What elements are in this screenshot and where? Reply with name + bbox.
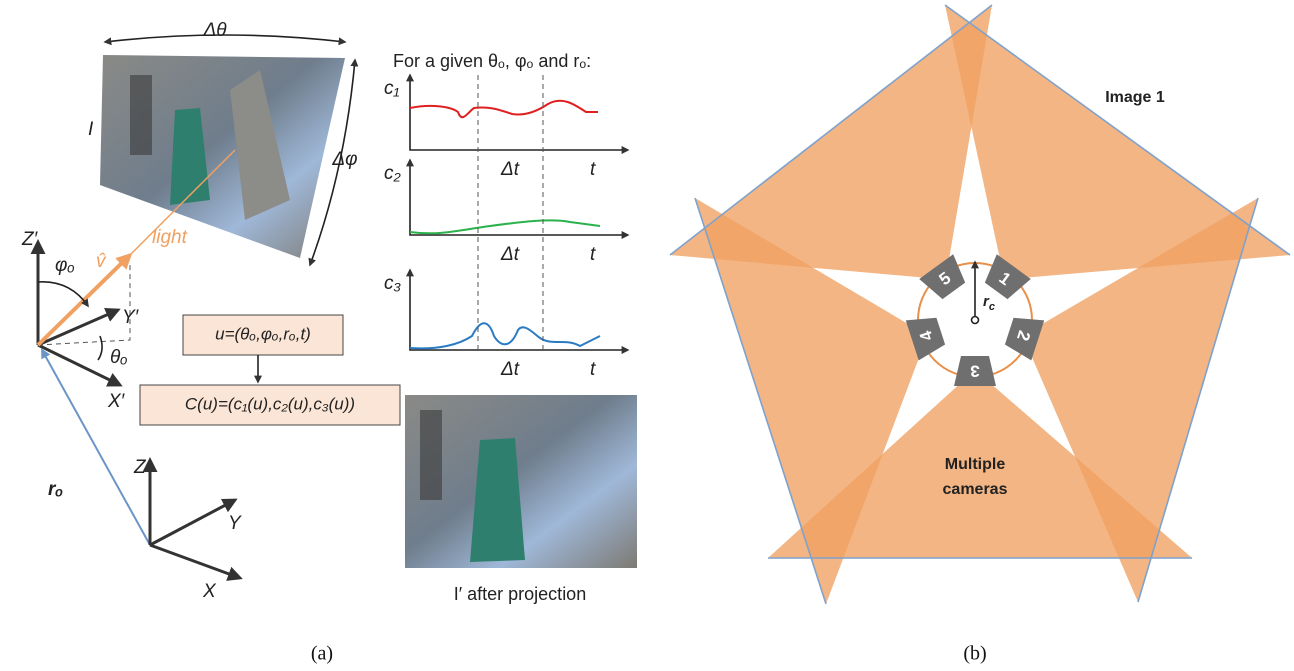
cameras-label: cameras xyxy=(943,481,1008,498)
signal-curve xyxy=(410,323,600,348)
t-label: t xyxy=(590,244,596,265)
x-prime-label: X′ xyxy=(107,391,126,412)
camera-number: 3 xyxy=(970,362,979,381)
image-label: I xyxy=(88,119,94,140)
phi-o-label: φₒ xyxy=(55,255,75,276)
delta-t-label: Δt xyxy=(500,159,520,180)
figure: Δθ Δφ I Z′ Y′ X′ φₒ θₒ light v̂ rₒ Z Y X… xyxy=(0,0,1294,671)
center-point xyxy=(972,317,979,324)
camera: 3 xyxy=(954,356,996,386)
z-prime-label: Z′ xyxy=(21,229,39,250)
u-box-text: u=(θₒ,φₒ,rₒ,t) xyxy=(215,324,311,343)
x-axis xyxy=(150,545,240,578)
projection-caption: I′ after projection xyxy=(454,584,586,604)
delta-theta-label: Δθ xyxy=(202,20,227,41)
c-box-text: C(u)=(c₁(u),c₂(u),c₃(u)) xyxy=(185,394,355,413)
signal-label: c₁ xyxy=(384,78,400,99)
r-c-sub: c xyxy=(989,301,995,313)
image-i xyxy=(100,55,345,258)
caption-b: (b) xyxy=(963,643,986,665)
t-label: t xyxy=(590,159,596,180)
delta-t-label: Δt xyxy=(500,244,520,265)
signal-label: c₃ xyxy=(384,273,402,294)
y-prime-label: Y′ xyxy=(122,307,140,328)
r-o-label: rₒ xyxy=(48,479,64,500)
delta-t-label: Δt xyxy=(500,359,520,380)
signal-plots: c₁ Δt t c₂ Δt t c₃ Δt t xyxy=(384,75,628,380)
plots-title: For a given θₒ, φₒ and rₒ: xyxy=(393,51,591,71)
x-label: X xyxy=(202,581,217,602)
r-o-vector xyxy=(42,350,150,545)
signal-curve xyxy=(410,101,598,118)
z-label: Z xyxy=(133,457,147,478)
caption-a: (a) xyxy=(311,643,333,665)
light-label: light xyxy=(152,227,188,248)
y-axis xyxy=(150,500,235,545)
camera-view xyxy=(670,5,992,280)
r-c-label: rc xyxy=(983,293,995,313)
y-label: Y xyxy=(228,513,242,534)
cameras-label: Multiple xyxy=(945,456,1006,473)
delta-phi-label: Δφ xyxy=(331,149,357,170)
v-hat-label: v̂ xyxy=(96,251,107,272)
t-label: t xyxy=(590,359,596,380)
theta-o-label: θₒ xyxy=(110,347,128,368)
projected-image xyxy=(405,395,637,568)
y-prime-axis xyxy=(38,310,118,345)
image-1-label: Image 1 xyxy=(1105,89,1165,106)
signal-label: c₂ xyxy=(384,163,402,184)
theta-arc xyxy=(98,336,102,360)
signal-curve xyxy=(410,220,600,233)
